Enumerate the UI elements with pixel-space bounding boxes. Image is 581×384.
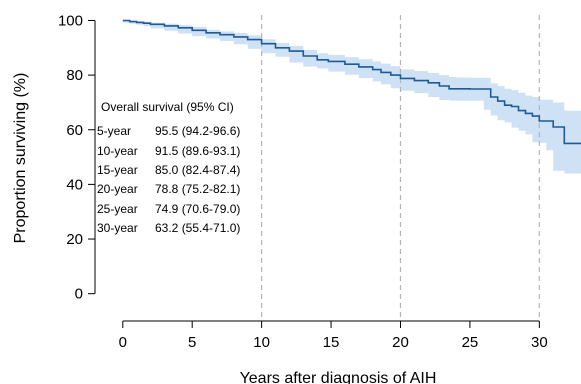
survival-table-row-value: 74.9 (70.6-79.0) [155,202,240,216]
x-tick-label: 25 [462,334,479,351]
y-tick-label: 40 [66,176,83,193]
x-ticks: 0 5 10 15 20 25 30 [119,321,548,351]
survival-table-row-label: 30-year [97,221,138,235]
survival-table: Overall survival (95% CI) 5-year 95.5 (9… [97,100,240,235]
y-tick-label: 80 [66,67,83,84]
confidence-band-layer [122,20,581,174]
x-tick-label: 15 [323,334,340,351]
survival-table-row-value: 63.2 (55.4-71.0) [155,221,240,235]
confidence-band [122,20,581,174]
x-tick-label: 10 [253,334,270,351]
y-ticks: 0 20 40 60 80 100 [58,12,95,303]
y-tick-label: 0 [75,286,83,303]
survival-line [122,19,581,145]
survival-table-row-value: 85.0 (82.4-87.4) [155,163,240,177]
x-tick-label: 20 [392,334,409,351]
x-tick-label: 0 [119,334,127,351]
y-tick-label: 60 [66,122,83,139]
x-tick-label: 5 [188,334,196,351]
survival-table-row-label: 5-year [97,124,131,138]
x-axis-title: Years after diagnosis of AIH [240,370,437,384]
reference-lines-layer [261,15,540,321]
y-axis-title: Proportion surviving (%) [12,73,29,244]
survival-table-row-label: 20-year [97,182,138,196]
survival-table-row-label: 10-year [97,144,138,158]
survival-table-row-value: 91.5 (89.6-93.1) [155,144,240,158]
survival-table-row-value: 78.8 (75.2-82.1) [155,182,240,196]
survival-table-title: Overall survival (95% CI) [101,100,234,114]
survival-table-row-label: 15-year [97,163,138,177]
survival-table-row-value: 95.5 (94.2-96.6) [155,124,240,138]
survival-table-row-label: 25-year [97,202,138,216]
y-tick-label: 20 [66,231,83,248]
survival-line-layer [122,19,581,145]
x-tick-label: 30 [531,334,548,351]
y-tick-label: 100 [58,12,83,29]
